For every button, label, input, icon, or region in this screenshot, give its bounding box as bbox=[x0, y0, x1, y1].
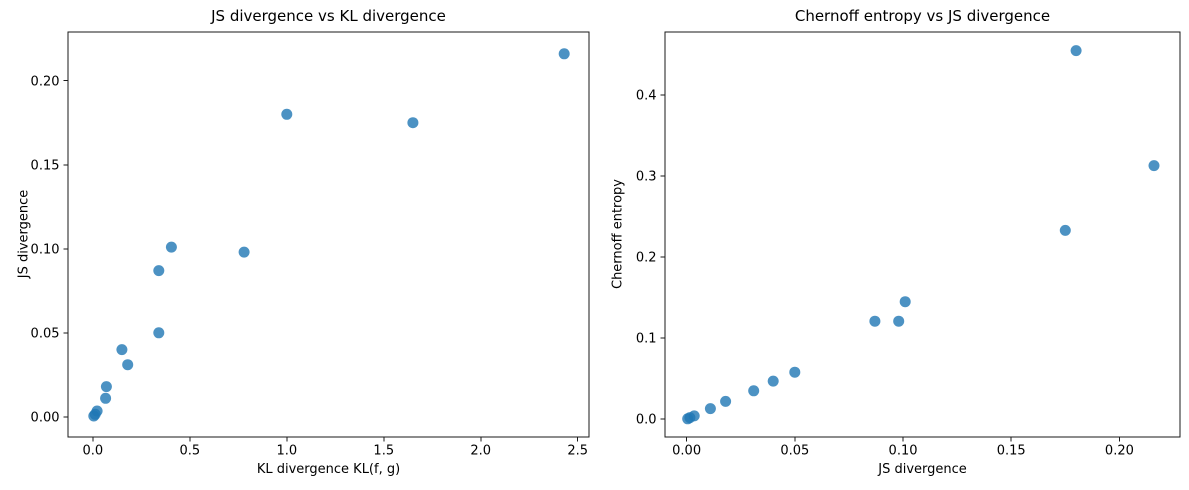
data-point bbox=[153, 327, 165, 339]
left-y-axis-label: JS divergence bbox=[16, 189, 32, 279]
data-point bbox=[100, 381, 112, 393]
data-point bbox=[238, 246, 250, 258]
data-point bbox=[869, 315, 881, 327]
data-point bbox=[704, 403, 716, 415]
y-tick-label: 0.0 bbox=[636, 413, 657, 428]
subplot-right-axes: 0.00 0.05 0.10 0.15 0.20 0.0 0.1 0.2 0.3 0.4 bbox=[636, 31, 1181, 459]
right-plot-title: Chernoff entropy vs JS divergence bbox=[794, 7, 1051, 25]
data-point bbox=[91, 405, 103, 417]
data-point bbox=[893, 315, 905, 327]
x-tick-label: 1.0 bbox=[276, 444, 297, 459]
x-tick-label: 1.5 bbox=[373, 444, 394, 459]
y-tick-label: 0.3 bbox=[636, 170, 657, 185]
x-tick-label: 0.15 bbox=[997, 444, 1026, 459]
x-tick-label: 0.0 bbox=[82, 444, 103, 459]
y-tick-label: 0.10 bbox=[31, 242, 60, 257]
data-point bbox=[899, 296, 911, 308]
subplot-left-axes: 0.0 0.5 1.0 1.5 2.0 2.5 0.00 0.05 0.10 0.15 0.20 bbox=[31, 31, 590, 459]
x-tick-label: 0.05 bbox=[780, 444, 809, 459]
data-point bbox=[748, 385, 760, 397]
data-point bbox=[767, 375, 779, 387]
axes-box bbox=[664, 31, 1181, 438]
data-point bbox=[122, 359, 134, 371]
right-y-axis-label: Chernoff entropy bbox=[610, 178, 626, 290]
y-tick-label: 0.05 bbox=[31, 326, 60, 341]
data-point bbox=[558, 48, 570, 60]
data-point bbox=[116, 344, 128, 356]
data-point bbox=[789, 366, 801, 378]
y-tick-label: 0.00 bbox=[31, 410, 60, 425]
left-x-axis-label: KL divergence KL(f, g) bbox=[256, 462, 401, 477]
x-tick-label: 0.5 bbox=[179, 444, 200, 459]
y-tick-label: 0.4 bbox=[636, 89, 657, 104]
data-point bbox=[1070, 45, 1082, 57]
data-point bbox=[688, 410, 700, 422]
left-plot-title: JS divergence vs KL divergence bbox=[211, 7, 446, 25]
axes-box bbox=[67, 31, 590, 438]
data-point bbox=[407, 117, 419, 129]
y-tick-label: 0.20 bbox=[31, 74, 60, 89]
data-point bbox=[165, 241, 177, 253]
right-x-axis-label: JS divergence bbox=[878, 462, 967, 477]
x-tick-label: 0.00 bbox=[672, 444, 701, 459]
data-point bbox=[100, 392, 112, 404]
data-point bbox=[720, 395, 732, 407]
x-tick-label: 0.10 bbox=[889, 444, 918, 459]
x-tick-label: 2.0 bbox=[470, 444, 491, 459]
x-tick-label: 0.20 bbox=[1105, 444, 1134, 459]
y-tick-label: 0.15 bbox=[31, 158, 60, 173]
data-point bbox=[153, 265, 165, 277]
data-point bbox=[1059, 224, 1071, 236]
y-tick-label: 0.2 bbox=[636, 251, 657, 266]
y-tick-label: 0.1 bbox=[636, 332, 657, 347]
x-tick-label: 2.5 bbox=[567, 444, 588, 459]
data-point bbox=[281, 108, 293, 120]
data-point bbox=[1148, 160, 1160, 172]
